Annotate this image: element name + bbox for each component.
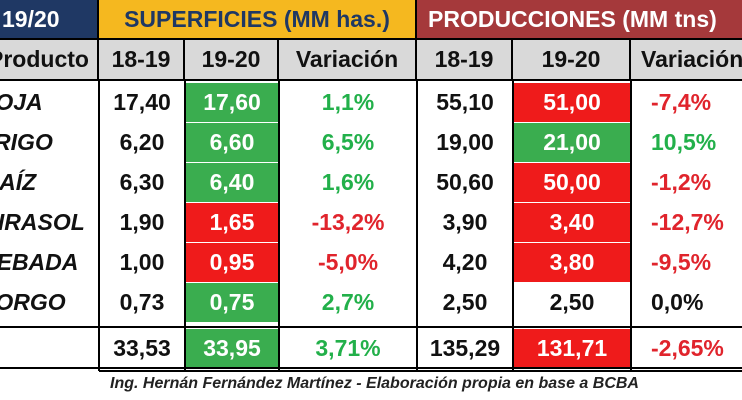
sup-1920-cell: 0,95 xyxy=(185,243,279,282)
product-cell: CEBADA xyxy=(0,243,99,282)
sup-var-cell: -13,2% xyxy=(311,209,385,235)
sup-1920-cell: 0,75 xyxy=(185,283,279,322)
prod-var-cell: -9,5% xyxy=(651,249,712,275)
prod-1920-cell: 2,50 xyxy=(549,289,595,315)
prod-1819-cell: 135,29 xyxy=(429,334,501,361)
column-divider xyxy=(416,81,418,371)
footer-divider xyxy=(0,367,742,369)
product-name: SOJA xyxy=(0,89,43,115)
sup-1819-cell: 1,00 xyxy=(119,249,165,275)
product-cell: GIRASOL xyxy=(0,203,99,242)
prod-1819-cell: 3,90 xyxy=(442,209,488,235)
product-name: MAÍZ xyxy=(0,169,37,195)
column-header-prod-1819: 18-19 xyxy=(417,38,513,81)
sup-var-cell: 6,5% xyxy=(321,129,375,155)
sup-var-cell: 1,1% xyxy=(321,89,375,115)
sup-1819-cell: 6,20 xyxy=(119,129,165,155)
product-cell: SOJA xyxy=(0,83,99,122)
column-divider xyxy=(512,81,514,371)
sup-var-cell: 2,7% xyxy=(321,289,375,315)
column-header-sup-1819: 18-19 xyxy=(99,38,185,81)
prod-1920-cell: 51,00 xyxy=(513,83,631,122)
prod-1920-cell: 21,00 xyxy=(513,123,631,162)
sup-var-cell: -5,0% xyxy=(317,249,379,275)
product-name: CEBADA xyxy=(0,249,79,275)
sup-var-cell: 1,6% xyxy=(321,169,375,195)
prod-1819-cell: 19,00 xyxy=(436,129,494,155)
sup-var-cell: 3,71% xyxy=(315,334,381,361)
prod-1920-cell: 3,80 xyxy=(513,243,631,282)
sup-1920-cell: 6,40 xyxy=(185,163,279,202)
prod-1819-cell: 50,60 xyxy=(436,169,494,195)
totals-bottom-border xyxy=(99,370,742,372)
column-header-producto-label: Producto xyxy=(0,46,89,72)
prod-1920-cell: 131,71 xyxy=(513,329,631,367)
prod-var-cell: -7,4% xyxy=(651,89,712,115)
column-header-prod-1920: 19-20 xyxy=(513,38,631,81)
producciones-header: PRODUCCIONES (MM tns) xyxy=(417,0,742,38)
column-divider xyxy=(184,81,186,371)
product-cell: SORGO xyxy=(0,283,99,322)
campaign-header: 19/20 xyxy=(0,0,99,38)
sup-1819-cell: 6,30 xyxy=(119,169,165,195)
prod-var-cell: 0,0% xyxy=(651,289,704,315)
prod-1819-cell: 2,50 xyxy=(442,289,488,315)
column-divider xyxy=(278,81,280,371)
prod-var-cell: 10,5% xyxy=(651,129,717,155)
prod-1920-cell: 50,00 xyxy=(513,163,631,202)
prod-1819-cell: 4,20 xyxy=(442,249,488,275)
sup-1920-cell: 6,60 xyxy=(185,123,279,162)
prod-1819-cell: 55,10 xyxy=(436,89,494,115)
sup-1920-cell: 1,65 xyxy=(185,203,279,242)
product-name: SORGO xyxy=(0,289,66,315)
sup-1819-cell: 17,40 xyxy=(113,89,171,115)
prod-var-cell: -12,7% xyxy=(651,209,724,235)
column-header-prod-variacion: Variación xyxy=(631,38,742,81)
product-cell: MAÍZ xyxy=(0,163,99,202)
sup-1920-cell: 17,60 xyxy=(185,83,279,122)
sup-1819-cell: 0,73 xyxy=(119,289,165,315)
product-name: TRIGO xyxy=(0,129,53,155)
product-name: GIRASOL xyxy=(0,209,85,235)
prod-var-cell: -1,2% xyxy=(651,169,712,195)
column-divider xyxy=(98,81,100,371)
totals-divider xyxy=(0,326,742,328)
column-header-sup-1920: 19-20 xyxy=(185,38,279,81)
sup-1819-cell: 33,53 xyxy=(113,334,171,361)
sup-1819-cell: 1,90 xyxy=(119,209,165,235)
product-cell: TRIGO xyxy=(0,123,99,162)
superficies-header: SUPERFICIES (MM has.) xyxy=(99,0,417,38)
prod-1920-cell: 3,40 xyxy=(513,203,631,242)
column-divider xyxy=(630,81,632,371)
prod-var-cell: -2,65% xyxy=(651,334,724,361)
source-footer: Ing. Hernán Fernández Martínez - Elabora… xyxy=(110,375,639,392)
sup-1920-cell: 33,95 xyxy=(185,329,279,367)
column-header-producto: Producto xyxy=(0,38,99,81)
column-header-sup-variacion: Variación xyxy=(279,38,417,81)
